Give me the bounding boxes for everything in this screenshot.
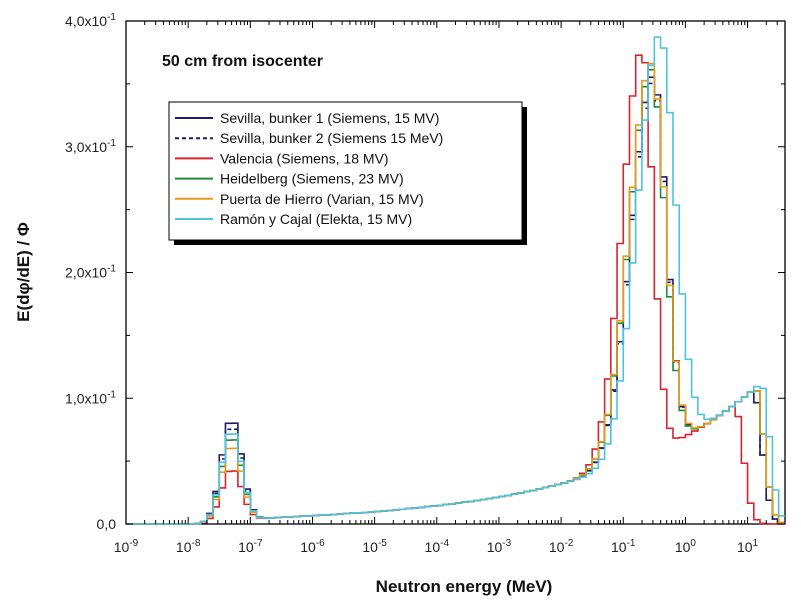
legend-label-2: Sevilla, bunker 2 (Siemens 15 MeV) xyxy=(220,130,443,146)
x-axis-title: Neutron energy (MeV) xyxy=(376,577,553,596)
legend-label-6: Ramón y Cajal (Elekta, 15 MV) xyxy=(220,211,412,227)
y-tick-label: 2,0x10-1 xyxy=(65,264,116,281)
x-tick-label: 100 xyxy=(675,538,697,555)
legend-label-4: Heidelberg (Siemens, 23 MV) xyxy=(220,171,404,187)
ticks-layer xyxy=(125,20,786,525)
chart-annotation: 50 cm from isocenter xyxy=(162,53,323,70)
series-line-6 xyxy=(126,36,785,525)
series-layer xyxy=(126,36,785,525)
legend-label-5: Puerta de Hierro (Varian, 15 MV) xyxy=(220,191,424,207)
y-tick-label: 1,0x10-1 xyxy=(65,389,116,406)
x-tick-label: 10-6 xyxy=(300,538,325,555)
x-tick-label: 10-9 xyxy=(114,538,139,555)
y-axis-title: E(dφ/dE) / Φ xyxy=(14,222,33,322)
legend-label-1: Sevilla, bunker 1 (Siemens, 15 MV) xyxy=(220,110,439,126)
x-tick-labels: 10-9 10-8 10-7 10-6 10-5 10-4 10-3 10-2 10-1 100 1… xyxy=(114,538,759,555)
y-tick-label: 0,0 xyxy=(97,516,117,532)
legend-items: Sevilla, bunker 1 (Siemens, 15 MV) Sevill… xyxy=(175,110,443,227)
y-tick-label: 3,0x10-1 xyxy=(65,138,116,155)
x-tick-label: 10-7 xyxy=(238,538,263,555)
x-tick-label: 10-5 xyxy=(362,538,387,555)
x-tick-label: 10-1 xyxy=(611,538,636,555)
x-tick-label: 101 xyxy=(737,538,759,555)
legend-box xyxy=(168,101,523,241)
x-tick-label: 10-8 xyxy=(176,538,201,555)
y-tick-labels: 0,0 1,0x10-1 2,0x10-1 3,0x10-1 4,0x10-1 xyxy=(65,12,116,532)
x-tick-label: 10-4 xyxy=(425,538,450,555)
legend-label-3: Valencia (Siemens, 18 MV) xyxy=(220,150,389,166)
legend: Sevilla, bunker 1 (Siemens, 15 MV) Sevill… xyxy=(168,101,527,245)
y-tick-label: 4,0x10-1 xyxy=(65,12,116,29)
x-tick-label: 10-2 xyxy=(549,538,574,555)
x-tick-label: 10-3 xyxy=(487,538,512,555)
